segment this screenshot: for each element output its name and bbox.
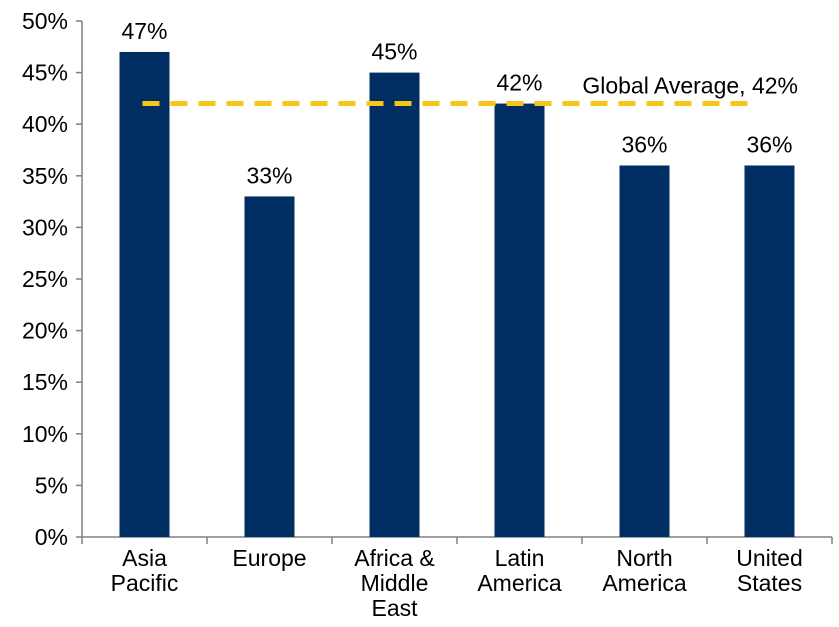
data-label: 42% [496,70,542,96]
category-label: East [371,595,418,621]
data-label: 33% [246,162,292,188]
data-label: 45% [371,39,417,65]
category-label: North [616,545,672,571]
bar [494,103,545,537]
y-tick-label: 20% [22,318,68,344]
y-tick-label: 35% [22,163,68,189]
bar [244,196,295,537]
bar [119,51,170,538]
category-label: America [477,570,562,596]
y-tick-label: 50% [22,8,68,34]
category-label: Pacific [111,570,179,596]
bar [744,165,795,538]
bars [119,51,795,538]
bar [369,72,420,537]
y-tick-label: 15% [22,369,68,395]
y-tick-label: 5% [35,472,68,498]
category-label: Europe [232,545,306,571]
global-average-label: Global Average, 42% [582,73,798,99]
axes [76,20,833,544]
category-label: Africa & [354,545,435,571]
data-label: 36% [746,131,792,157]
labels: 0% 5% 10% 15% 20% 25% 30% 35% 40% 45% 50% 47% AsiaPa… [22,8,803,621]
y-tick-label: 0% [35,524,68,550]
y-tick-label: 40% [22,111,68,137]
y-tick-label: 25% [22,266,68,292]
category-label: Middle [361,570,429,596]
y-tick-label: 30% [22,214,68,240]
data-label: 47% [121,18,167,44]
category-label: Latin [495,545,545,571]
category-label: Asia [122,545,167,571]
data-label: 36% [621,131,667,157]
category-label: States [737,570,802,596]
category-label: United [736,545,802,571]
y-tick-label: 45% [22,60,68,86]
category-label: America [602,570,687,596]
y-tick-label: 10% [22,421,68,447]
bar [619,165,670,538]
